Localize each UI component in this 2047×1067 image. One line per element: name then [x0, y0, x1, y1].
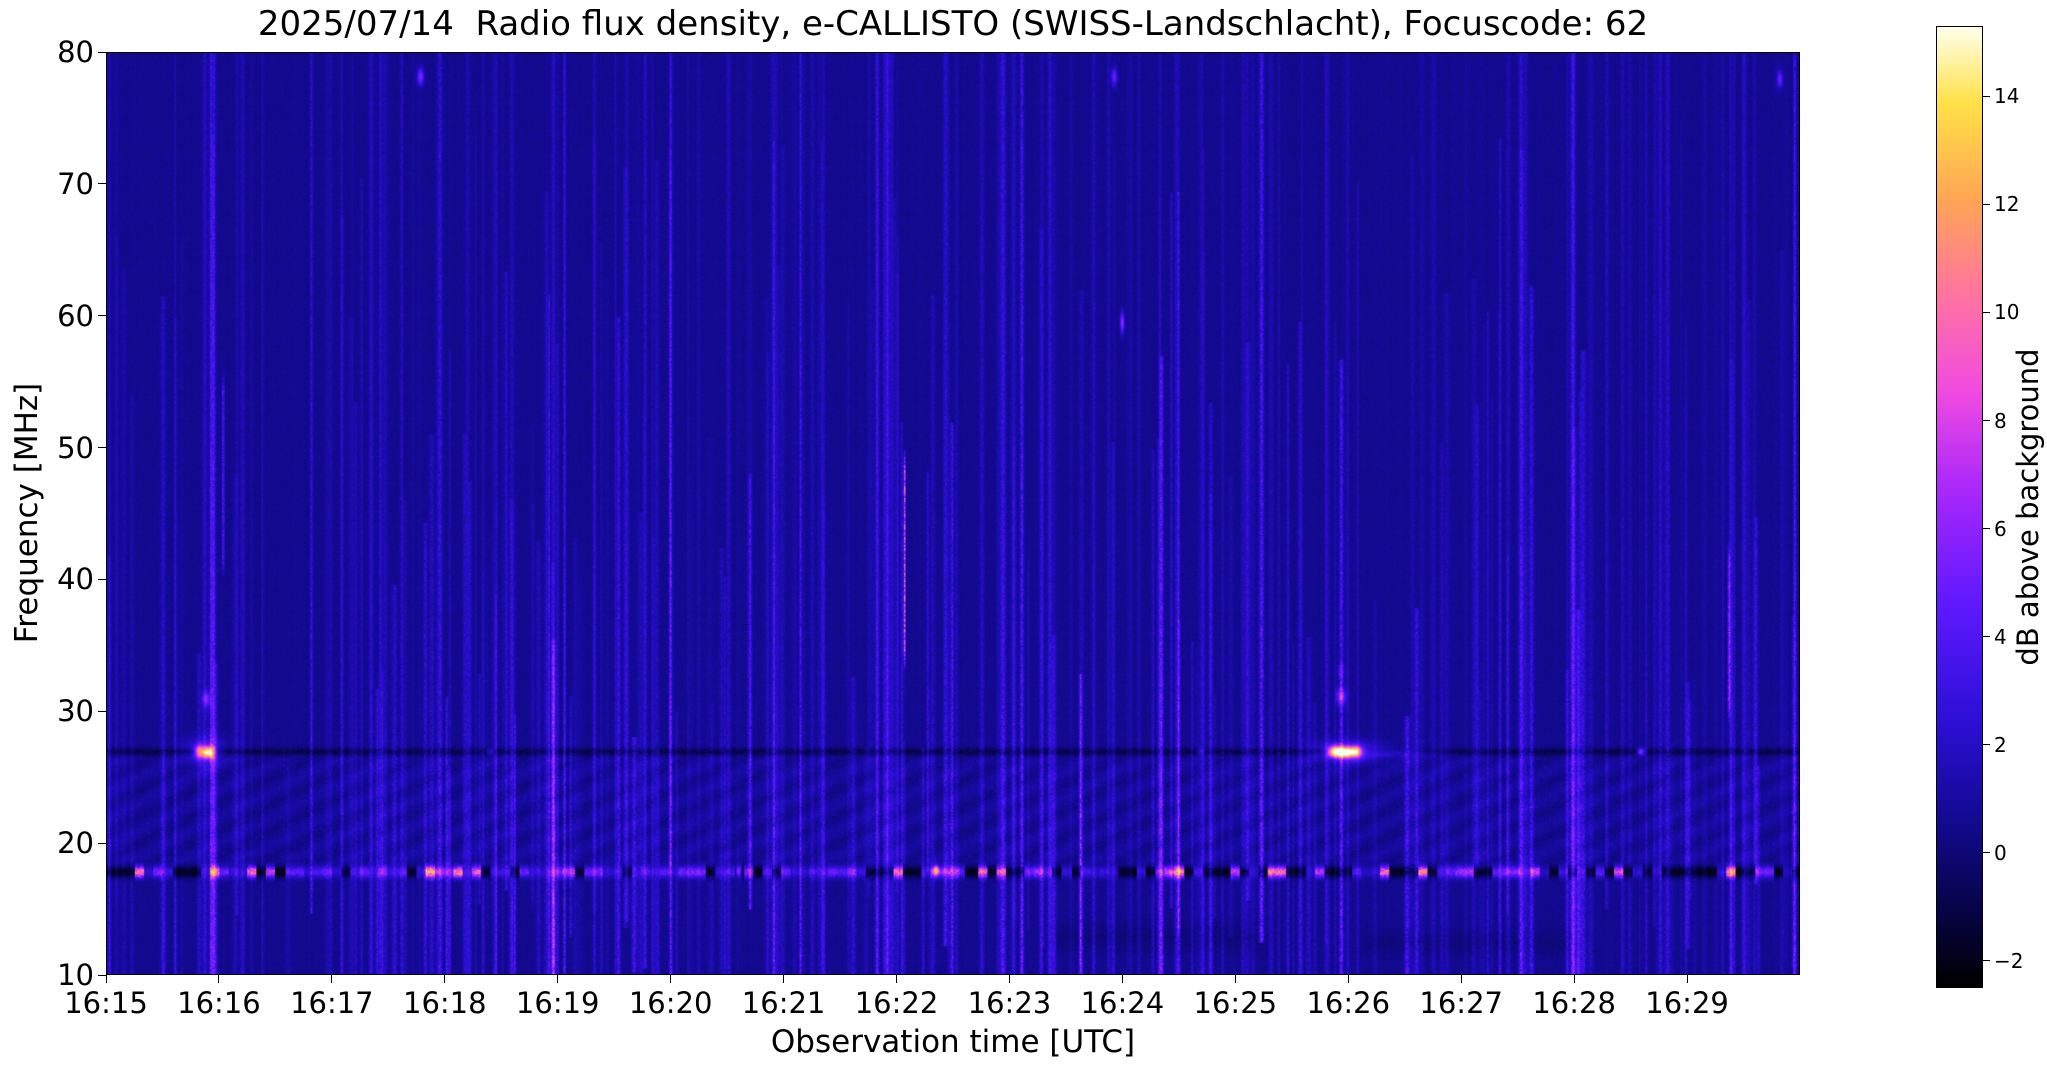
- colorbar-tick-mark: [1983, 311, 1990, 313]
- colorbar-tick-mark: [1983, 960, 1990, 962]
- colorbar-tick-label: 2: [1994, 732, 2007, 757]
- x-tick-label: 16:26: [1306, 986, 1391, 1020]
- x-tick-mark: [1347, 975, 1349, 983]
- x-tick-label: 16:18: [403, 986, 487, 1020]
- x-axis-label: Observation time [UTC]: [770, 1024, 1136, 1060]
- y-tick-label: 60: [57, 298, 94, 333]
- x-tick-mark: [1573, 975, 1575, 983]
- y-tick-mark: [98, 710, 106, 712]
- x-tick-mark: [557, 975, 559, 983]
- colorbar-tick-mark: [1983, 95, 1990, 97]
- x-tick-mark: [1008, 975, 1010, 983]
- colorbar-tick-label: 14: [1994, 84, 2020, 109]
- colorbar-label: dB above background: [2011, 348, 2045, 666]
- x-tick-mark: [1234, 975, 1236, 983]
- x-tick-label: 16:15: [64, 986, 148, 1020]
- x-tick-label: 16:22: [854, 986, 939, 1020]
- x-tick-mark: [1686, 975, 1688, 983]
- y-tick-mark: [98, 842, 106, 844]
- x-tick-label: 16:28: [1532, 986, 1616, 1020]
- y-tick-mark: [98, 578, 106, 580]
- colorbar-tick-mark: [1983, 636, 1990, 638]
- x-tick-mark: [1460, 975, 1462, 983]
- x-tick-label: 16:25: [1193, 986, 1278, 1020]
- y-tick-label: 40: [57, 562, 94, 597]
- y-tick-mark: [98, 51, 106, 53]
- x-tick-label: 16:23: [967, 986, 1052, 1020]
- plot-area: [106, 52, 1800, 975]
- colorbar-tick-mark: [1983, 744, 1990, 746]
- colorbar-tick-mark: [1983, 420, 1990, 422]
- colorbar-tick-label: −2: [1994, 948, 2024, 973]
- x-tick-mark: [444, 975, 446, 983]
- y-tick-mark: [98, 183, 106, 185]
- colorbar-tick-mark: [1983, 203, 1990, 205]
- colorbar-tick-label: 10: [1994, 300, 2020, 325]
- x-tick-mark: [331, 975, 333, 983]
- y-tick-mark: [98, 974, 106, 976]
- x-tick-label: 16:16: [177, 986, 261, 1020]
- colorbar-tick-label: 4: [1994, 624, 2007, 649]
- y-tick-mark: [98, 315, 106, 317]
- x-tick-label: 16:20: [628, 986, 713, 1020]
- x-tick-label: 16:29: [1645, 986, 1729, 1020]
- y-tick-label: 80: [57, 35, 94, 69]
- y-tick-label: 70: [57, 166, 94, 201]
- y-tick-label: 20: [57, 826, 94, 861]
- x-tick-mark: [783, 975, 785, 983]
- colorbar-tick-mark: [1983, 852, 1990, 854]
- x-tick-mark: [218, 975, 220, 983]
- x-tick-mark: [896, 975, 898, 983]
- x-tick-label: 16:27: [1419, 986, 1503, 1020]
- x-tick-label: 16:21: [741, 986, 826, 1020]
- colorbar-tick-label: 12: [1994, 192, 2020, 217]
- colorbar-tick-label: 8: [1994, 408, 2007, 433]
- x-tick-mark: [105, 975, 107, 983]
- chart-title: 2025/07/14 Radio flux density, e-CALLIST…: [257, 4, 1649, 44]
- y-tick-label: 10: [57, 958, 94, 992]
- colorbar-gradient: [1937, 27, 1982, 987]
- spectrogram-canvas: [107, 53, 1799, 974]
- colorbar-tick-mark: [1983, 528, 1990, 530]
- x-tick-label: 16:17: [290, 986, 374, 1020]
- colorbar-tick-label: 6: [1994, 516, 2007, 541]
- x-tick-label: 16:24: [1080, 986, 1165, 1020]
- colorbar: [1936, 26, 1983, 988]
- colorbar-tick-label: 0: [1994, 840, 2007, 865]
- y-tick-label: 50: [57, 430, 94, 465]
- x-tick-label: 16:19: [515, 986, 600, 1020]
- x-tick-mark: [670, 975, 672, 983]
- y-axis-label: Frequency [MHz]: [9, 382, 45, 644]
- y-tick-label: 30: [57, 694, 94, 729]
- x-tick-mark: [1121, 975, 1123, 983]
- y-tick-mark: [98, 447, 106, 449]
